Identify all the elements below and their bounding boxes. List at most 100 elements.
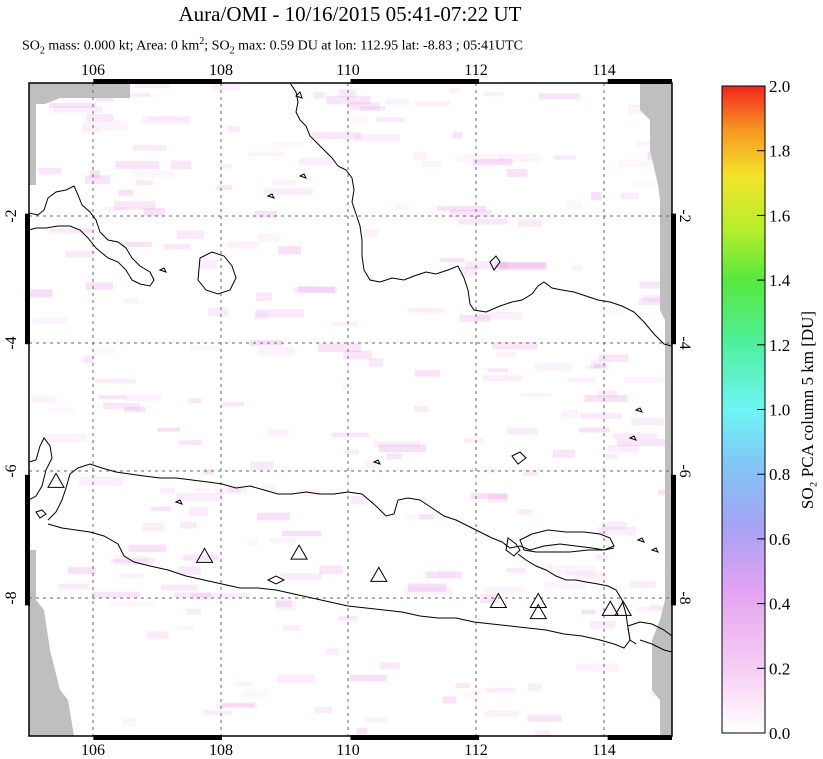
noise-streak xyxy=(53,106,103,113)
noise-streak xyxy=(217,163,233,169)
noise-streak xyxy=(365,717,387,723)
noise-streak xyxy=(190,345,221,352)
noise-streak xyxy=(255,311,269,321)
y-tick-right-8: -8 xyxy=(676,591,693,604)
noise-streak xyxy=(637,607,664,612)
noise-streak xyxy=(188,398,202,403)
noise-streak xyxy=(456,153,505,163)
noise-streak xyxy=(159,488,175,494)
noise-streak xyxy=(452,131,463,139)
noise-streak xyxy=(255,309,305,318)
noise-streak xyxy=(176,625,194,630)
noise-streak xyxy=(439,257,465,263)
noise-streak xyxy=(86,114,114,122)
colorbar-tick-label: 1.4 xyxy=(769,271,791,290)
noise-streak xyxy=(522,470,538,476)
noise-streak xyxy=(132,144,167,151)
axis-frame-bands xyxy=(25,79,676,740)
noise-streak xyxy=(185,608,202,615)
noise-streak xyxy=(597,390,617,398)
noise-streak xyxy=(150,506,172,512)
noise-streak xyxy=(255,292,273,302)
noise-streak xyxy=(597,526,637,536)
noise-streak xyxy=(49,102,97,109)
noise-streak xyxy=(421,160,443,168)
colorbar-tick-label: 0.2 xyxy=(769,659,790,678)
noise-streak xyxy=(465,261,508,270)
noise-streak xyxy=(449,88,461,93)
colorbar-tick-label: 1.0 xyxy=(769,401,790,420)
noise-streak xyxy=(118,573,143,578)
noise-streak xyxy=(480,594,499,604)
frame-band-top xyxy=(607,79,672,84)
volcano-marker-4 xyxy=(489,592,508,608)
noise-streak xyxy=(211,593,249,598)
noise-streak xyxy=(408,308,444,313)
noise-streak xyxy=(96,347,116,354)
noise-streak xyxy=(283,625,301,631)
volcano-marker-0 xyxy=(47,472,65,488)
volcano-marker-1 xyxy=(195,547,214,563)
y-tick-right-4: -4 xyxy=(676,336,693,349)
noise-streak xyxy=(415,101,450,106)
noise-streak xyxy=(197,260,218,269)
x-tick-top-114: 114 xyxy=(592,62,615,79)
noise-streak xyxy=(485,687,515,693)
noise-streak xyxy=(109,600,156,607)
noise-streak xyxy=(298,158,332,166)
noise-streak xyxy=(349,674,387,682)
noise-streak xyxy=(227,126,240,132)
x-tick-bottom-114: 114 xyxy=(592,742,615,759)
volcano-marker-6 xyxy=(529,603,548,620)
frame-band-right xyxy=(671,213,676,345)
noise-streak xyxy=(666,361,672,369)
noise-streak xyxy=(359,105,386,111)
volcano-marker-2 xyxy=(290,544,308,560)
noise-streak xyxy=(568,377,596,383)
colorbar-tick-label: 0.6 xyxy=(769,530,790,549)
noise-streak xyxy=(332,432,370,438)
noise-streak xyxy=(331,321,359,327)
noise-streak xyxy=(483,375,523,381)
x-tick-top-108: 108 xyxy=(209,62,233,79)
tick-labels: 106 108 110 112 114 106 108 110 112 114 … xyxy=(3,62,693,759)
noise-streak xyxy=(459,314,491,322)
noise-streak xyxy=(103,402,140,410)
subtitle-mass-label: SO xyxy=(22,38,40,54)
noise-streak xyxy=(278,246,302,255)
noise-streak xyxy=(268,428,290,436)
noise-streak xyxy=(552,449,575,458)
noise-streak xyxy=(254,210,278,218)
noise-streak xyxy=(368,358,384,367)
noise-streak xyxy=(629,581,656,589)
noise-streak xyxy=(495,261,545,269)
noise-streak xyxy=(280,573,322,580)
noise-streak xyxy=(506,568,526,573)
noise-streak xyxy=(338,616,357,621)
noise-streak xyxy=(566,570,604,578)
colorbar: 0.0 0.2 0.4 0.6 0.8 1.0 1.2 1.4 1.6 1.8 2.0 SO₂ PC… xyxy=(721,77,817,743)
noise-streak xyxy=(99,395,126,400)
noise-streak xyxy=(194,487,210,492)
subtitle-max-sub: 2 xyxy=(229,45,235,57)
volcano-marker-7 xyxy=(601,600,620,616)
noise-streak xyxy=(620,192,639,200)
noise-streak xyxy=(258,346,295,356)
frame-band-top xyxy=(93,79,222,84)
noise-streak xyxy=(176,493,223,502)
noise-streak xyxy=(79,476,124,486)
noise-streak xyxy=(121,241,152,248)
noise-streak xyxy=(638,298,672,305)
noise-streak xyxy=(277,674,316,683)
noise-streak xyxy=(115,160,160,170)
noise-streak xyxy=(82,121,128,131)
noise-streak xyxy=(180,521,197,529)
noise-streak xyxy=(312,132,361,140)
noise-streak xyxy=(183,554,219,561)
noise-streak xyxy=(216,184,233,191)
noise-streak xyxy=(463,437,484,444)
noise-streak xyxy=(415,370,441,377)
noise-streak xyxy=(499,262,547,271)
noise-streak xyxy=(49,228,96,233)
